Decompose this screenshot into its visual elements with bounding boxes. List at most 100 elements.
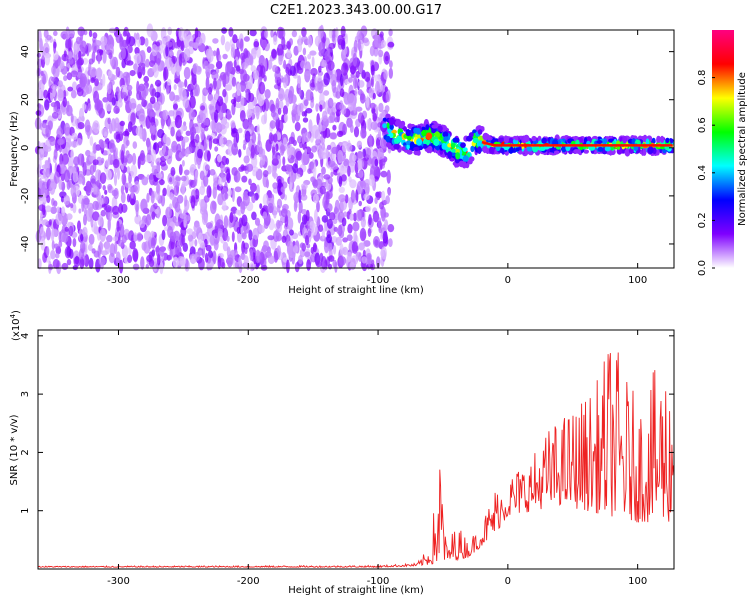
snr-scale-exponent: 4 <box>9 313 17 318</box>
heatmap-cell <box>240 69 248 83</box>
heatmap-cell <box>165 83 170 95</box>
heatmap-cell <box>66 100 70 113</box>
heatmap-cell <box>385 55 389 62</box>
spectrogram-x-tick-label: -300 <box>107 275 130 286</box>
heatmap-cell <box>350 189 356 203</box>
heatmap-cell <box>319 185 326 195</box>
heatmap-cell <box>178 27 185 41</box>
heatmap-cell <box>211 71 219 81</box>
heatmap-cell <box>162 214 168 227</box>
heatmap-cell <box>57 138 64 146</box>
heatmap-cell <box>183 215 191 222</box>
heatmap-cell <box>88 58 94 65</box>
heatmap-cell <box>518 150 523 155</box>
heatmap-cell <box>99 140 107 149</box>
snr-series-group <box>37 352 674 569</box>
heatmap-cell <box>96 180 100 187</box>
heatmap-cell <box>342 142 347 153</box>
heatmap-cell <box>315 103 319 112</box>
heatmap-cell <box>125 182 133 188</box>
heatmap-cell <box>254 217 261 226</box>
heatmap-cell <box>332 124 337 131</box>
heatmap-cell <box>69 58 74 65</box>
heatmap-cell <box>70 166 77 174</box>
heatmap-cell <box>44 99 50 111</box>
heatmap-cell <box>203 174 209 187</box>
heatmap-cell <box>184 195 188 207</box>
heatmap-cell <box>207 93 213 102</box>
heatmap-cell <box>173 84 177 91</box>
heatmap-cell <box>222 89 227 98</box>
heatmap-cell <box>37 258 42 270</box>
colorbar-tick-label: 0.6 <box>697 117 708 133</box>
colorbar-ticks: 0.0 0.2 0.4 0.6 0.8 <box>697 70 715 276</box>
heatmap-cell <box>532 136 537 141</box>
heatmap-cell <box>200 241 206 249</box>
heatmap-cell <box>190 167 195 173</box>
heatmap-cell <box>331 33 336 42</box>
heatmap-cell <box>297 42 303 53</box>
heatmap-cell <box>413 149 420 156</box>
heatmap-cell <box>85 160 91 166</box>
heatmap-cell <box>284 214 289 228</box>
heatmap-cell <box>343 211 348 217</box>
heatmap-cell <box>112 205 120 215</box>
heatmap-cell <box>154 91 161 98</box>
heatmap-cell <box>92 32 98 39</box>
heatmap-cell <box>285 63 292 72</box>
heatmap-cell <box>77 177 83 185</box>
heatmap-cell <box>267 165 272 175</box>
heatmap-cell <box>58 231 62 243</box>
heatmap-cell <box>311 145 317 153</box>
heatmap-cell <box>158 179 165 186</box>
heatmap-cell <box>137 71 142 79</box>
heatmap-cell <box>442 131 449 138</box>
heatmap-cell <box>205 76 210 91</box>
heatmap-cell <box>189 246 196 256</box>
heatmap-cell <box>300 193 308 201</box>
heatmap-cell <box>44 146 52 152</box>
heatmap-cell <box>656 135 661 144</box>
heatmap-cell <box>604 145 611 152</box>
heatmap-cell <box>251 132 257 144</box>
heatmap-cell <box>262 211 268 219</box>
heatmap-cell <box>53 243 59 249</box>
heatmap-cell <box>53 41 57 54</box>
heatmap-cell <box>277 107 282 115</box>
heatmap-cell <box>231 128 238 134</box>
heatmap-cell <box>267 235 275 241</box>
heatmap-cell <box>56 127 64 138</box>
heatmap-cell <box>349 213 354 221</box>
heatmap-cell <box>324 127 331 139</box>
heatmap-cell <box>122 130 130 137</box>
heatmap-cell <box>176 129 182 137</box>
heatmap-cell <box>139 114 145 122</box>
heatmap-cell <box>353 75 357 90</box>
heatmap-cell <box>182 242 188 252</box>
heatmap-cell <box>389 123 394 130</box>
heatmap-cell <box>273 133 278 143</box>
heatmap-cell <box>177 81 185 88</box>
heatmap-cell <box>193 223 201 233</box>
heatmap-cell <box>293 45 299 56</box>
heatmap-cell <box>458 160 466 168</box>
heatmap-cell <box>425 132 433 140</box>
heatmap-cell <box>328 255 335 262</box>
heatmap-cell <box>318 41 326 54</box>
heatmap-cell <box>270 134 275 142</box>
heatmap-cell <box>220 34 226 46</box>
heatmap-cell <box>141 62 146 70</box>
heatmap-cell <box>270 110 276 118</box>
heatmap-cell <box>126 166 131 174</box>
heatmap-cell <box>298 254 303 265</box>
heatmap-cell <box>153 202 158 209</box>
heatmap-cell <box>302 47 307 56</box>
heatmap-cell <box>344 194 349 204</box>
heatmap-cell <box>327 97 334 109</box>
heatmap-cell <box>665 137 670 144</box>
heatmap-cell <box>380 170 388 178</box>
heatmap-cell <box>217 230 223 237</box>
heatmap-cell <box>209 235 215 246</box>
heatmap-cell <box>231 142 239 156</box>
heatmap-cell <box>292 163 299 174</box>
